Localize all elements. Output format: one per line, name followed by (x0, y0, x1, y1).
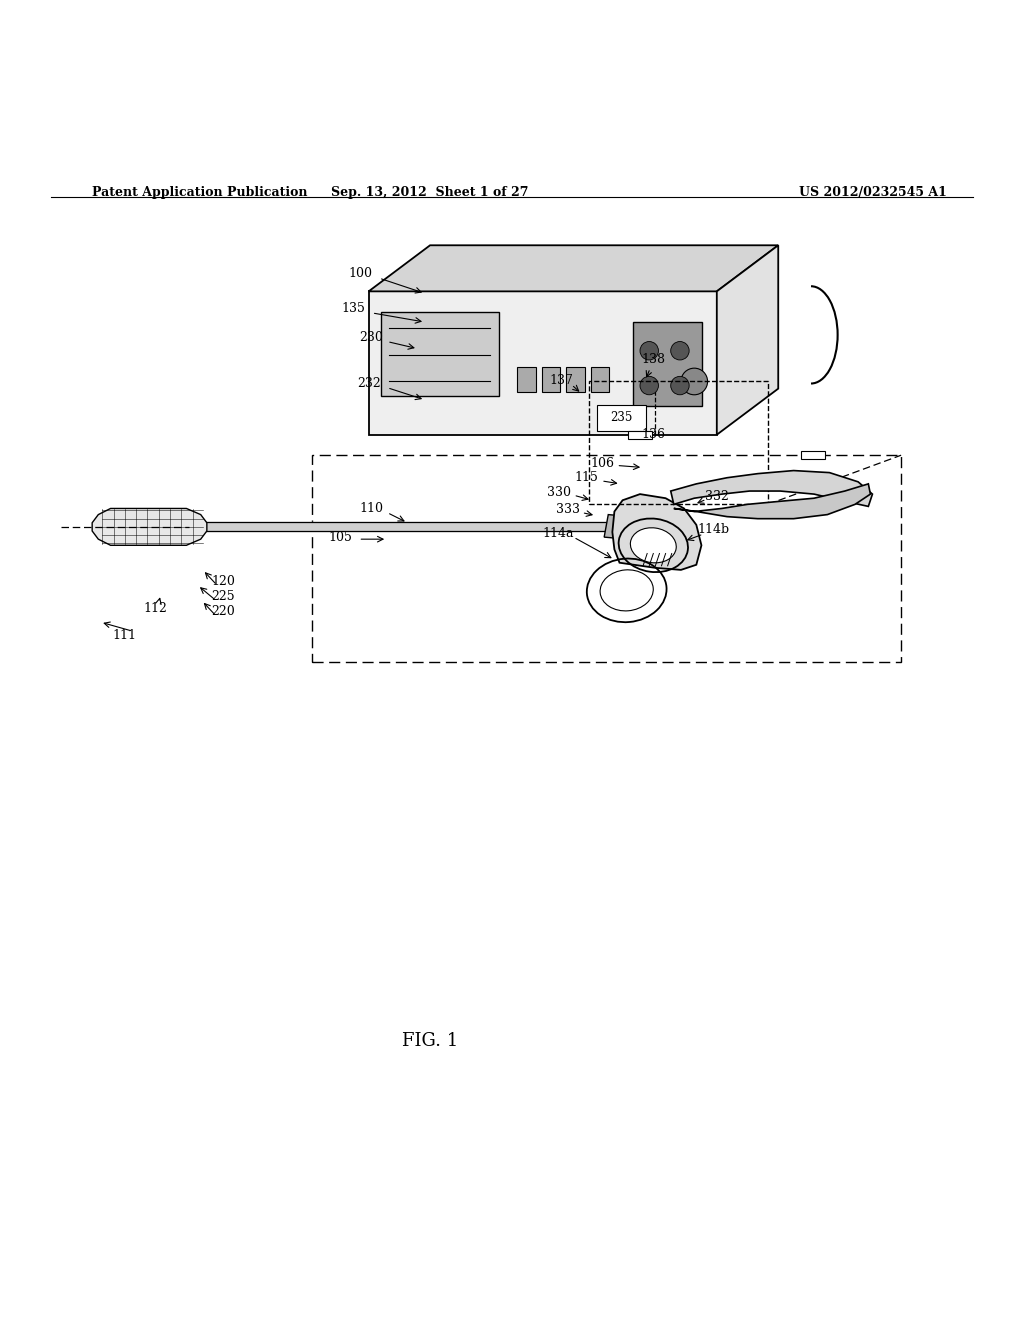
Text: 136: 136 (641, 428, 666, 441)
Text: Sep. 13, 2012  Sheet 1 of 27: Sep. 13, 2012 Sheet 1 of 27 (332, 186, 528, 199)
Bar (633, 322, 702, 407)
Bar (312, 455, 901, 663)
Text: 114a: 114a (543, 527, 573, 540)
Polygon shape (604, 515, 631, 539)
Polygon shape (674, 484, 870, 519)
Text: 120: 120 (211, 574, 236, 587)
Text: 115: 115 (574, 471, 599, 484)
Text: 330: 330 (547, 486, 571, 499)
Polygon shape (92, 508, 207, 545)
Text: 220: 220 (211, 606, 236, 618)
Text: 332: 332 (705, 490, 729, 503)
Text: 111: 111 (113, 628, 137, 642)
Circle shape (671, 342, 689, 360)
Ellipse shape (631, 528, 676, 562)
Text: 333: 333 (556, 503, 581, 516)
Text: FIG. 1: FIG. 1 (402, 1032, 458, 1049)
Circle shape (671, 376, 689, 395)
Bar (628, 430, 652, 438)
Bar (517, 367, 536, 392)
Text: Patent Application Publication: Patent Application Publication (92, 186, 307, 199)
Text: 137: 137 (549, 374, 573, 387)
Bar (591, 367, 609, 392)
Text: 225: 225 (211, 590, 236, 603)
Text: 138: 138 (641, 354, 666, 367)
Bar (801, 451, 825, 459)
Circle shape (681, 368, 708, 395)
Polygon shape (369, 246, 778, 292)
Text: US 2012/0232545 A1: US 2012/0232545 A1 (799, 186, 946, 199)
Text: 112: 112 (143, 602, 168, 615)
Text: 105: 105 (328, 531, 352, 544)
Polygon shape (369, 292, 717, 434)
Polygon shape (717, 246, 778, 434)
Bar (597, 405, 646, 430)
Circle shape (640, 376, 658, 395)
Text: 114b: 114b (697, 524, 730, 536)
Text: 135: 135 (341, 302, 366, 315)
Bar (542, 367, 560, 392)
Bar (381, 312, 499, 396)
Circle shape (640, 342, 658, 360)
Polygon shape (671, 470, 872, 507)
Text: 230: 230 (358, 331, 383, 345)
Polygon shape (612, 494, 701, 570)
Text: 100: 100 (348, 268, 373, 280)
Bar (589, 381, 768, 504)
Text: 106: 106 (590, 457, 614, 470)
Text: 235: 235 (610, 412, 633, 424)
Text: 110: 110 (359, 502, 384, 515)
Text: 232: 232 (356, 378, 381, 389)
Ellipse shape (600, 570, 653, 611)
Bar (566, 367, 585, 392)
